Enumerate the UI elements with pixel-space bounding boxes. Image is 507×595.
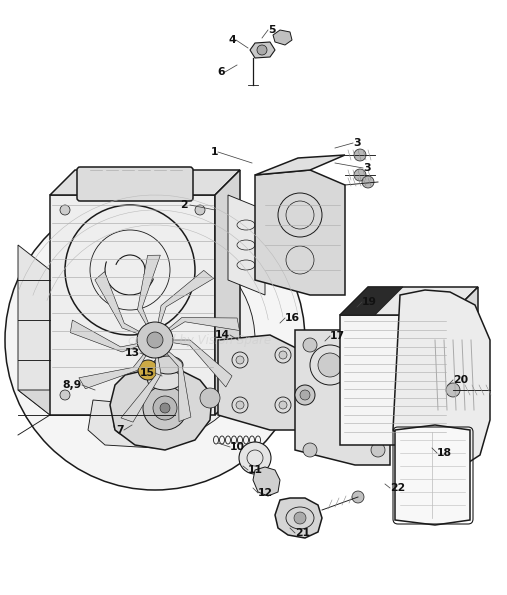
Text: 11: 11 [248,465,263,475]
Polygon shape [395,425,470,525]
Polygon shape [275,498,322,538]
Polygon shape [88,400,180,448]
Circle shape [60,390,70,400]
Circle shape [257,45,267,55]
Circle shape [446,383,460,397]
Polygon shape [340,287,403,315]
Polygon shape [155,340,232,387]
Bar [340,315,450,445]
Circle shape [153,396,177,420]
Polygon shape [95,271,155,340]
Circle shape [279,351,287,359]
Text: 15: 15 [140,368,155,378]
Text: 12: 12 [258,488,273,498]
Polygon shape [273,30,292,45]
Text: 7: 7 [117,425,124,435]
Polygon shape [18,390,175,415]
Text: 14: 14 [215,330,230,340]
Circle shape [55,240,255,440]
Text: 3: 3 [363,163,371,173]
Text: 3: 3 [353,138,360,148]
Ellipse shape [148,370,183,390]
Circle shape [371,443,385,457]
Circle shape [160,403,170,413]
Circle shape [300,390,310,400]
Circle shape [352,491,364,503]
Text: 18: 18 [437,448,452,458]
Circle shape [354,169,366,181]
Polygon shape [121,340,161,422]
Text: 21: 21 [295,528,310,538]
Text: 1: 1 [210,147,218,157]
Text: 2: 2 [180,200,188,210]
Polygon shape [340,287,478,315]
Circle shape [137,322,173,358]
Text: covered by Vision Spare: covered by Vision Spare [128,334,272,346]
Circle shape [200,388,220,408]
Text: 10: 10 [230,442,245,452]
Circle shape [303,443,317,457]
Polygon shape [228,195,265,295]
Circle shape [318,353,342,377]
Text: 22: 22 [390,483,405,493]
Circle shape [371,338,385,352]
Text: 16: 16 [285,313,300,323]
Polygon shape [110,368,212,450]
Circle shape [195,205,205,215]
Polygon shape [255,170,345,295]
Polygon shape [137,255,160,340]
Polygon shape [295,330,390,465]
Polygon shape [253,467,280,496]
Circle shape [295,385,315,405]
Circle shape [143,386,187,430]
Polygon shape [250,42,275,58]
Circle shape [239,442,271,474]
Polygon shape [255,155,345,175]
Circle shape [363,373,377,387]
Polygon shape [155,270,213,340]
Polygon shape [50,195,215,415]
Text: 6: 6 [218,67,225,77]
Text: 17: 17 [330,331,345,341]
Polygon shape [218,335,300,430]
Polygon shape [215,170,240,415]
Text: 20: 20 [453,375,468,385]
Polygon shape [155,340,191,421]
Polygon shape [450,287,478,445]
Circle shape [236,356,244,364]
Text: 4: 4 [228,35,236,45]
Circle shape [362,176,374,188]
Ellipse shape [153,356,183,374]
Polygon shape [70,320,155,352]
Circle shape [354,149,366,161]
FancyBboxPatch shape [77,167,193,201]
Polygon shape [79,340,155,389]
Circle shape [138,360,158,380]
Text: 19: 19 [362,297,377,307]
Polygon shape [155,318,239,340]
Polygon shape [50,170,240,195]
Circle shape [195,390,205,400]
Circle shape [303,338,317,352]
Circle shape [294,512,306,524]
Text: 8,9: 8,9 [63,380,82,390]
Circle shape [60,205,70,215]
Circle shape [279,401,287,409]
Circle shape [5,190,305,490]
Polygon shape [393,290,490,468]
Text: 5: 5 [268,25,275,35]
Text: 13: 13 [125,348,140,358]
Circle shape [236,401,244,409]
Polygon shape [18,245,50,415]
Circle shape [147,332,163,348]
